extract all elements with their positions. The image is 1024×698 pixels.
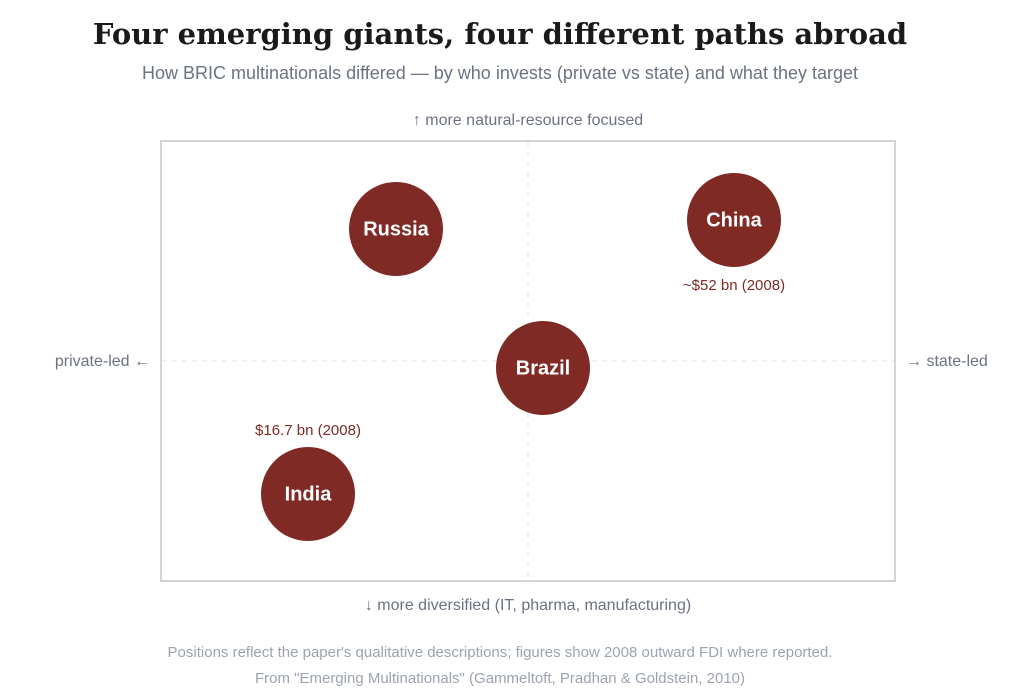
country-note: ~$52 bn (2008) — [683, 277, 785, 294]
axis-bottom: ↓ more diversified (IT, pharma, manufact… — [365, 597, 691, 614]
country-bubble — [349, 182, 443, 276]
country-label: Brazil — [516, 357, 570, 379]
subtitle: How BRIC multinationals differed — by wh… — [142, 63, 858, 83]
title: Four emerging giants, four different pat… — [93, 17, 907, 51]
country-bubble — [496, 321, 590, 415]
axis-left: private-led ← — [55, 353, 150, 370]
plot-frame — [160, 140, 896, 582]
country-label: China — [706, 209, 762, 231]
axis-right: → state-led — [906, 353, 988, 370]
country-bubble — [261, 447, 355, 541]
axis-top: ↑ more natural-resource focused — [413, 112, 643, 129]
footnote: Positions reflect the paper's qualitativ… — [168, 644, 833, 661]
country-label: India — [285, 483, 333, 505]
country-label: Russia — [363, 218, 429, 240]
country-bubble — [687, 173, 781, 267]
source: From "Emerging Multinationals" (Gammelto… — [255, 670, 745, 687]
country-note: $16.7 bn (2008) — [255, 422, 361, 439]
